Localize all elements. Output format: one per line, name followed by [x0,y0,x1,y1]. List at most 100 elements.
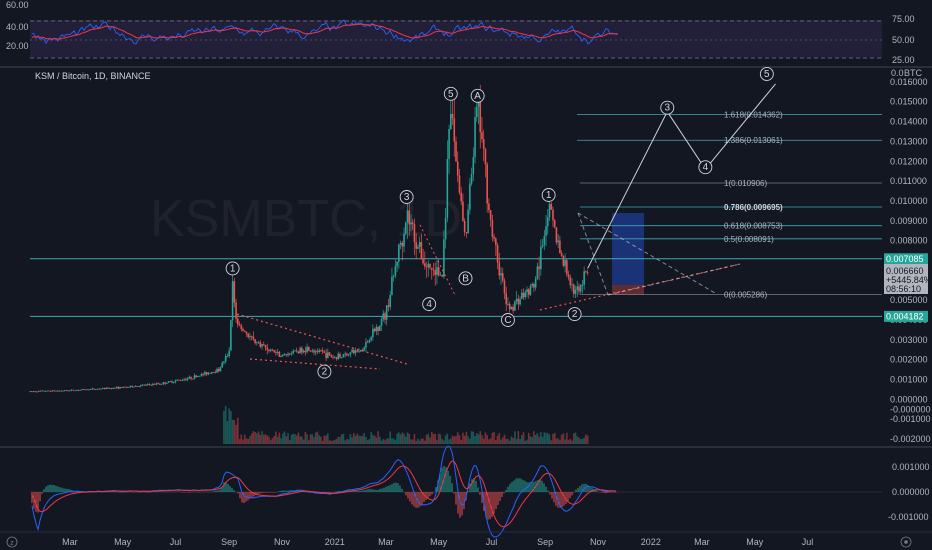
macd-histogram-bar [371,489,373,492]
candle-body [474,117,476,158]
volume-bar [313,436,315,444]
volume-bar [264,434,267,444]
volume-bar [425,434,428,444]
candle-body [372,328,374,338]
wave-label-4: 4 [703,162,709,173]
macd-histogram-bar [63,488,65,492]
candle-body [370,337,372,341]
macd-histogram-bar [549,492,551,495]
macd-histogram-bar [251,492,253,498]
candle-body [249,336,251,338]
macd-histogram-bar [427,492,429,498]
volume-bar [559,439,561,444]
candle-body [141,384,144,386]
volume-bar [358,435,360,444]
macd-histogram-bar [453,492,455,494]
macd-panel[interactable]: 0.001000 0.000000 -0.001000 [30,445,930,538]
candle-body [134,386,137,387]
candle-body [505,293,508,305]
wave-label-5: 5 [448,89,454,100]
price-panel[interactable]: KSMBTC, 1D KSM / Bitcoin, 1D, BINANCE BT… [29,67,932,444]
macd-histogram-bar [53,484,55,492]
fib-level-label: 1.386(0.013061) [724,136,783,145]
macd-histogram-bar [73,490,75,492]
macd-histogram-bar [161,491,163,493]
candle-body [472,157,475,175]
volume-bar [508,440,511,444]
candle-body [507,304,509,305]
rsi-panel[interactable]: 60.00 40.00 20.00 75.00 50.00 25.00 [6,0,915,65]
candle-body [325,352,327,359]
macd-histogram-bar [479,492,481,495]
timezone-icon[interactable] [6,536,18,548]
volume-bar [330,440,333,444]
volume-bar [384,440,386,444]
candle-body [380,319,383,326]
candle-body [391,276,393,295]
volume-bar [333,439,336,444]
candle-body [119,386,121,389]
macd-histogram-bar [151,491,153,493]
volume-bar [280,438,282,444]
volume-bar [484,432,487,444]
candle-body [529,285,532,295]
candle-body [538,266,540,270]
macd-histogram-bar [595,490,597,492]
candle-body [30,391,33,393]
candle-body [583,271,585,285]
macd-histogram-bar [133,491,135,493]
wave4-channel [419,224,456,296]
volume-bar [536,433,539,444]
candle-body [216,368,218,373]
macd-histogram-bar [547,490,549,492]
candle-body [340,357,343,359]
macd-histogram-bar [519,478,521,492]
volume-bar [455,436,457,444]
falling-wedge-bottom [249,358,381,370]
volume-bar [526,439,528,444]
macd-histogram-bar [197,492,199,493]
macd-histogram-bar [217,490,219,492]
candle-body [408,210,411,225]
time-axis[interactable]: Mar May Jul Sep Nov 2021 Mar May Jul Sep Nov 2022 Ma… [62,537,813,547]
volume-bar [564,439,566,444]
candle-body [403,233,405,247]
macd-histogram-bar [603,492,605,493]
volume-bar [247,439,249,444]
candle-body [498,262,501,276]
volume-bar [308,440,310,444]
macd-histogram-bar [377,489,379,492]
macd-histogram-bar [607,492,609,493]
candle-body [495,238,497,246]
candle-body [524,292,527,298]
candle-body [581,284,584,286]
volume-bar [505,438,508,444]
time-axis-label: 2022 [641,537,661,547]
elliott-wave-labels[interactable]: 1 2 3 4 5 B A C 1 2 3 4 5 [225,67,774,379]
price-tick-label: 0.016000 [890,77,928,87]
candle-body [77,390,80,391]
resistance-price-box [884,253,928,265]
candle-body [262,344,265,345]
volume-bar [295,435,298,444]
wave-projection-path[interactable] [587,83,776,269]
fibonacci-extension[interactable]: 1.618(0.014362) 1.386(0.013061) 1(0.010906… [577,110,882,299]
macd-histogram-bar [537,479,539,492]
price-tick-label: 0.005000 [890,295,928,305]
macd-histogram-bar [417,492,419,508]
candle-body [159,383,161,385]
volume-bar [379,436,381,444]
volume-bar [285,436,288,444]
candle-body [235,302,237,319]
change-percent-label: +5445.84% [886,275,932,285]
volume-bar [540,432,542,444]
candle-body [36,391,38,393]
volume-bar [342,433,345,444]
macd-histogram-bar [373,489,375,492]
settings-gear-icon[interactable] [900,536,912,548]
volume-bar [294,434,296,444]
volume-bar [474,436,476,444]
volume-bar [475,433,478,444]
macd-histogram-bar [155,491,157,493]
